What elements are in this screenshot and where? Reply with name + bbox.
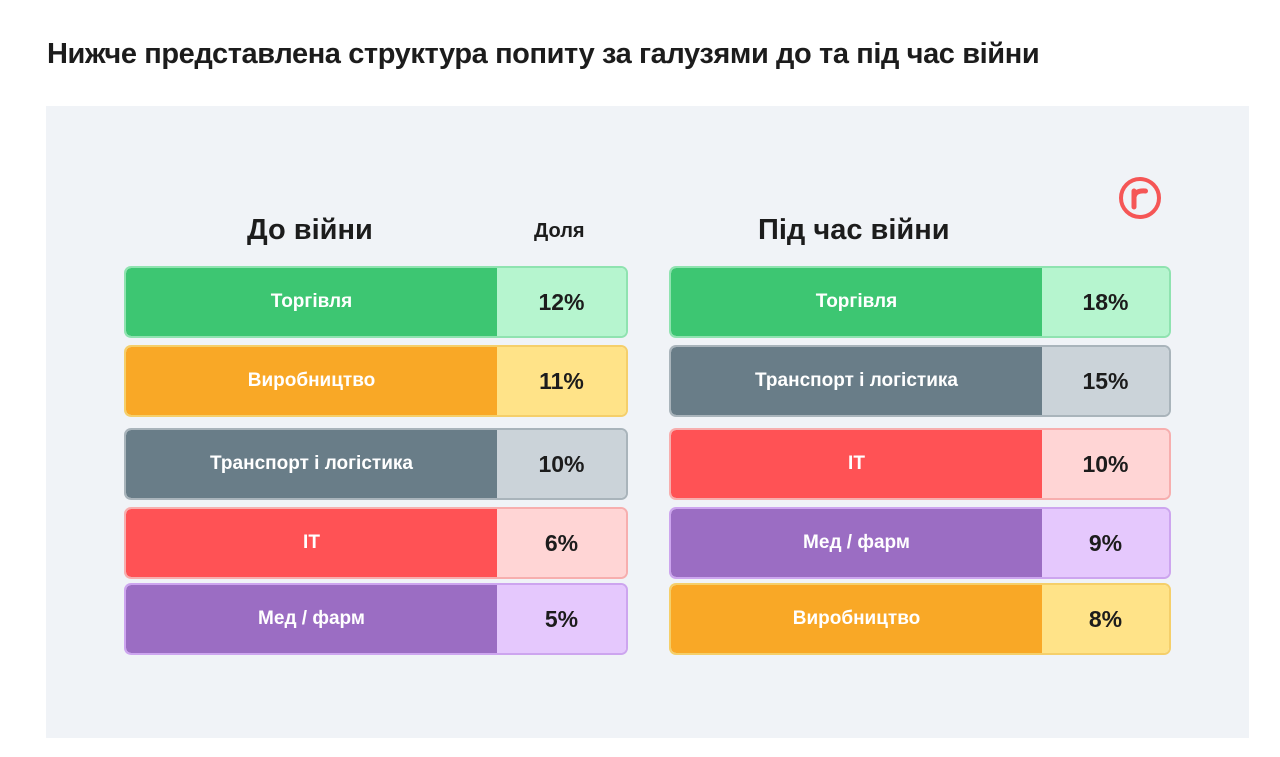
during-war-row-label: Виробництво	[671, 585, 1042, 653]
during-war-row-label: Мед / фарм	[671, 509, 1042, 577]
before-war-row-value: 6%	[497, 509, 626, 577]
before-war-title: До війни	[247, 214, 373, 246]
during-war-row-value: 9%	[1042, 509, 1169, 577]
during-war-row-value: 8%	[1042, 585, 1169, 653]
before-war-row-label: IT	[126, 509, 497, 577]
before-war-row: IT 6%	[126, 509, 626, 577]
during-war-row-value: 18%	[1042, 268, 1169, 336]
before-war-row-value: 5%	[497, 585, 626, 653]
during-war-row: IT 10%	[671, 430, 1169, 498]
during-war-row-label: IT	[671, 430, 1042, 498]
during-war-title: Під час війни	[758, 214, 950, 246]
during-war-row: Виробництво 8%	[671, 585, 1169, 653]
during-war-row-value: 10%	[1042, 430, 1169, 498]
during-war-row-label: Транспорт і логістика	[671, 347, 1042, 415]
before-war-row-label: Виробництво	[126, 347, 497, 415]
share-header: Доля	[534, 220, 585, 242]
before-war-row-value: 10%	[497, 430, 626, 498]
during-war-row: Транспорт і логістика 15%	[671, 347, 1169, 415]
robota-r-logo-icon	[1119, 177, 1161, 219]
before-war-row: Мед / фарм 5%	[126, 585, 626, 653]
before-war-row: Виробництво 11%	[126, 347, 626, 415]
during-war-row: Мед / фарм 9%	[671, 509, 1169, 577]
demand-structure-panel: До війни Доля Торгівля 12% Виробництво 11% Т…	[46, 106, 1249, 738]
before-war-row: Торгівля 12%	[126, 268, 626, 336]
before-war-row-value: 11%	[497, 347, 626, 415]
before-war-row-label: Транспорт і логістика	[126, 430, 497, 498]
before-war-row-label: Мед / фарм	[126, 585, 497, 653]
before-war-row-value: 12%	[497, 268, 626, 336]
before-war-row-label: Торгівля	[126, 268, 497, 336]
during-war-row-value: 15%	[1042, 347, 1169, 415]
during-war-row-label: Торгівля	[671, 268, 1042, 336]
during-war-row: Торгівля 18%	[671, 268, 1169, 336]
page-title: Нижче представлена структура попиту за г…	[47, 38, 1040, 70]
before-war-row: Транспорт і логістика 10%	[126, 430, 626, 498]
